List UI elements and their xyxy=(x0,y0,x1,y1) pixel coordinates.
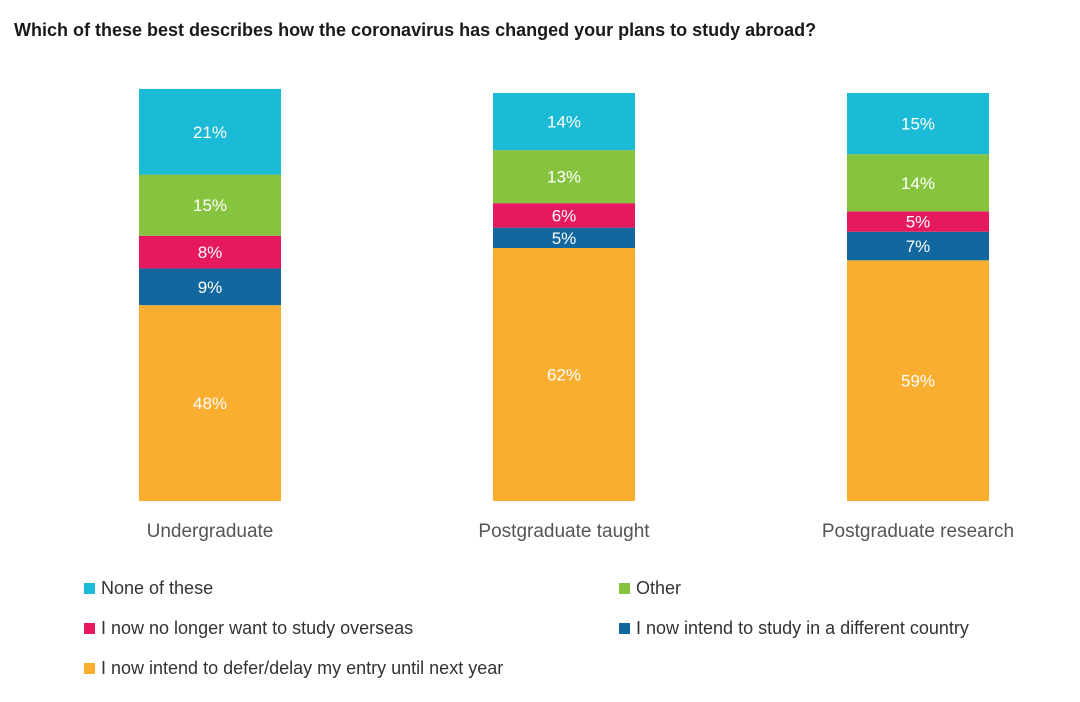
bar-segment-postgraduate-research-none-of-these xyxy=(847,93,989,155)
legend-swatch xyxy=(619,583,630,594)
legend-swatch xyxy=(84,663,95,674)
legend-swatch xyxy=(84,583,95,594)
legend-label: None of these xyxy=(101,578,214,598)
bar-segment-postgraduate-taught-i-now-intend-to-defer-delay-my-entry-until-next-year xyxy=(493,248,635,501)
data-label: 6% xyxy=(552,206,577,225)
category-label: Postgraduate research xyxy=(822,521,1014,542)
category-label: Undergraduate xyxy=(147,521,274,542)
bar-segment-postgraduate-taught-i-now-intend-to-study-in-a-different-country xyxy=(493,227,635,249)
data-label: 5% xyxy=(906,213,931,232)
bar-segment-postgraduate-research-i-now-intend-to-defer-delay-my-entry-until-next-year xyxy=(847,260,989,501)
bar-segment-postgraduate-research-i-now-no-longer-want-to-study-overseas xyxy=(847,211,989,232)
data-label: 14% xyxy=(547,113,581,132)
bar-segment-undergraduate-other xyxy=(139,174,281,236)
data-label: 9% xyxy=(198,278,223,297)
data-label: 5% xyxy=(552,229,577,248)
data-label: 62% xyxy=(547,366,581,385)
legend-swatch xyxy=(84,623,95,634)
legend-label: I now intend to study in a different cou… xyxy=(636,618,969,638)
data-label: 15% xyxy=(193,196,227,215)
bar-segment-postgraduate-research-i-now-intend-to-study-in-a-different-country xyxy=(847,231,989,261)
legend-item-other: Other xyxy=(619,578,681,599)
data-label: 48% xyxy=(193,394,227,413)
data-label: 14% xyxy=(901,174,935,193)
bar-segment-undergraduate-i-now-intend-to-defer-delay-my-entry-until-next-year xyxy=(139,305,281,501)
bar-segment-postgraduate-taught-none-of-these xyxy=(493,93,635,151)
data-label: 13% xyxy=(547,168,581,187)
data-label: 8% xyxy=(198,243,223,262)
bar-segment-postgraduate-research-other xyxy=(847,154,989,212)
legend-item-i-now-no-longer-want-to-study-overseas: I now no longer want to study overseas xyxy=(84,618,413,639)
legend-label: I now intend to defer/delay my entry unt… xyxy=(101,658,504,678)
bar-segment-postgraduate-taught-other xyxy=(493,150,635,204)
legend-label: I now no longer want to study overseas xyxy=(101,618,414,638)
bar-segment-undergraduate-i-now-intend-to-study-in-a-different-country xyxy=(139,268,281,306)
legend-swatch xyxy=(619,623,630,634)
data-label: 15% xyxy=(901,115,935,134)
category-label: Postgraduate taught xyxy=(478,521,650,542)
bar-segment-postgraduate-taught-i-now-no-longer-want-to-study-overseas xyxy=(493,203,635,228)
bar-segment-undergraduate-none-of-these xyxy=(139,88,281,175)
legend-item-none-of-these: None of these xyxy=(84,578,213,599)
data-label: 59% xyxy=(901,372,935,391)
chart-title: Which of these best describes how the co… xyxy=(14,20,817,40)
data-label: 21% xyxy=(193,123,227,142)
legend-label: Other xyxy=(636,578,682,598)
legend-item-i-now-intend-to-study-in-a-different-country: I now intend to study in a different cou… xyxy=(619,618,969,639)
data-label: 7% xyxy=(906,237,931,256)
bar-segment-undergraduate-i-now-no-longer-want-to-study-overseas xyxy=(139,235,281,269)
legend-item-i-now-intend-to-defer-delay-my-entry-until-next-year: I now intend to defer/delay my entry unt… xyxy=(84,658,503,679)
